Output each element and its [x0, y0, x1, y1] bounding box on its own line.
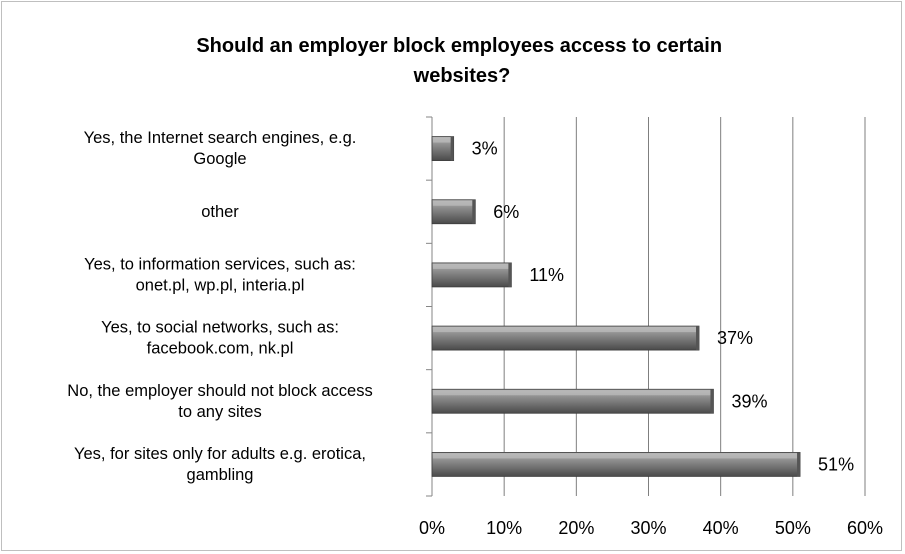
x-tick-label: 60% — [847, 518, 883, 538]
data-label: 39% — [731, 391, 767, 411]
bar-highlight — [433, 390, 713, 396]
labels: 0% 10% 20% 30% 40% 50% 60% 3% Yes, the Internet … — [67, 129, 883, 538]
bar-end-cap — [508, 262, 512, 287]
category-label-line: Yes, to information services, such as: — [84, 255, 356, 273]
category-label: Yes, the Internet search engines, e.g. Go… — [84, 129, 357, 168]
x-tick-label: 40% — [703, 518, 739, 538]
category-label-line: gambling — [187, 466, 254, 484]
bar-highlight — [433, 263, 511, 269]
axes — [426, 116, 433, 497]
category-label: Yes, for sites only for adults e.g. erot… — [74, 445, 366, 484]
category-label-line: Yes, to social networks, such as: — [101, 319, 339, 337]
category-label-line: Google — [193, 150, 246, 168]
category-label-line: Yes, for sites only for adults e.g. erot… — [74, 445, 366, 463]
gridlines — [503, 117, 866, 496]
bar-highlight — [433, 137, 453, 143]
bar-highlight — [433, 453, 800, 459]
category-label: Yes, to information services, such as: on… — [84, 255, 356, 294]
data-label: 51% — [818, 454, 854, 474]
bar-end-cap — [710, 389, 714, 414]
bars — [431, 136, 801, 477]
category-label-line: onet.pl, wp.pl, interia.pl — [136, 276, 305, 294]
data-label: 3% — [472, 139, 498, 159]
bar-highlight — [433, 327, 699, 333]
category-label-line: to any sites — [178, 403, 261, 421]
data-label: 11% — [529, 265, 564, 285]
category-label: No, the employer should not block access… — [67, 382, 372, 421]
category-label-line: facebook.com, nk.pl — [147, 340, 294, 358]
x-tick-label: 10% — [486, 518, 522, 538]
data-label: 37% — [717, 328, 753, 348]
bar-end-cap — [472, 199, 476, 224]
data-label: 6% — [493, 202, 519, 222]
category-label-line: No, the employer should not block access — [67, 382, 372, 400]
category-label-line: other — [201, 203, 239, 221]
chart-title-line-2: websites? — [413, 65, 511, 87]
chart-title: Should an employer block employees acces… — [196, 35, 727, 87]
bar-end-cap — [450, 136, 454, 161]
bar-end-cap — [696, 326, 700, 351]
chart-title-line-1: Should an employer block employees acces… — [196, 35, 722, 57]
bar-highlight — [433, 200, 475, 206]
x-tick-label: 0% — [419, 518, 445, 538]
category-label: Yes, to social networks, such as: faceboo… — [101, 319, 339, 358]
x-tick-label: 50% — [775, 518, 811, 538]
category-label: other — [201, 203, 239, 221]
category-label-line: Yes, the Internet search engines, e.g. — [84, 129, 357, 147]
bar-end-cap — [797, 452, 801, 477]
x-tick-label: 20% — [558, 518, 594, 538]
x-tick-label: 30% — [630, 518, 666, 538]
